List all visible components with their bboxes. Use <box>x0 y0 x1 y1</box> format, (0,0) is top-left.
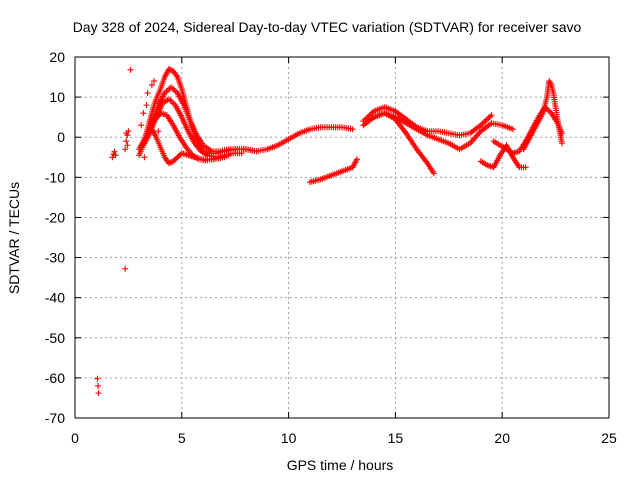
data-point-early-scatter <box>109 154 116 161</box>
data-point-early-scatter <box>112 152 119 159</box>
data-point-isolated-low <box>94 375 101 382</box>
data-point-arc-F <box>353 156 360 163</box>
data-points <box>94 66 566 397</box>
data-point-early-scatter <box>111 148 118 155</box>
data-point-arc-H <box>485 115 492 122</box>
data-point-early-scatter <box>124 142 131 149</box>
data-point-arc-J <box>522 164 529 171</box>
data-point-arc-I <box>469 137 476 144</box>
chart-title: Day 328 of 2024, Sidereal Day-to-day VTE… <box>73 19 582 35</box>
data-point-arc-C <box>238 150 245 157</box>
data-point-early-vertical <box>141 154 148 161</box>
data-point-arc-E <box>174 154 181 161</box>
y-tick-label: -40 <box>45 290 65 306</box>
data-point-early-scatter <box>127 66 134 73</box>
data-point-arc-I <box>475 131 482 138</box>
data-point-arc-A <box>349 126 356 133</box>
y-tick-label: 10 <box>49 89 65 105</box>
data-point-arc-L <box>559 140 566 147</box>
data-point-arc-L <box>547 80 554 87</box>
data-point-early-vertical <box>138 122 145 129</box>
data-point-arc-H <box>482 117 489 124</box>
data-point-isolated-mid <box>122 265 129 272</box>
data-point-early-vertical <box>155 128 162 135</box>
data-point-arc-H <box>488 112 495 119</box>
data-point-isolated-low <box>95 390 102 397</box>
y-tick-label: -50 <box>45 330 65 346</box>
data-point-arc-E <box>173 155 180 162</box>
x-tick-label: 25 <box>601 430 617 446</box>
x-tick-label: 15 <box>388 430 404 446</box>
data-point-arc-E <box>221 154 228 161</box>
data-point-arc-D <box>225 152 232 159</box>
axis-ticks: 0 5 10 15 20 25 -70 -60 -50 -40 -30 -20 -10 0 10 20 <box>45 49 617 446</box>
data-point-arc-G <box>430 170 437 177</box>
data-point-arc-H <box>486 113 493 120</box>
y-axis-label: SDTVAR / TECUs <box>6 182 22 294</box>
data-point-early-vertical <box>144 90 151 97</box>
y-tick-label: -30 <box>45 250 65 266</box>
data-point-arc-H <box>483 116 490 123</box>
x-axis-label: GPS time / hours <box>287 457 394 473</box>
x-tick-label: 5 <box>178 430 186 446</box>
x-tick-label: 20 <box>494 430 510 446</box>
y-tick-label: 0 <box>57 129 65 145</box>
data-point-arc-A <box>167 66 174 73</box>
data-point-early-scatter <box>123 130 130 137</box>
data-point-arc-H <box>480 119 487 126</box>
data-point-isolated-low <box>95 382 102 389</box>
data-point-arc-A <box>165 66 172 73</box>
data-point-arc-I <box>473 132 480 139</box>
data-point-early-vertical <box>151 78 158 85</box>
y-tick-label: -70 <box>45 410 65 426</box>
data-point-early-scatter <box>122 146 129 153</box>
y-tick-label: -20 <box>45 209 65 225</box>
data-point-early-vertical <box>142 134 149 141</box>
y-tick-label: 20 <box>49 49 65 65</box>
data-point-arc-E <box>171 156 178 163</box>
data-point-arc-E <box>167 159 174 166</box>
data-point-early-vertical <box>146 118 153 125</box>
data-point-arc-E <box>165 160 172 167</box>
data-point-arc-E <box>170 158 177 165</box>
y-tick-label: -10 <box>45 169 65 185</box>
plot-area <box>74 56 610 419</box>
data-point-arc-I <box>476 129 483 136</box>
data-point-early-vertical <box>148 82 155 89</box>
y-tick-label: -60 <box>45 370 65 386</box>
data-point-early-vertical <box>143 102 150 109</box>
data-point-early-scatter <box>123 138 130 145</box>
x-tick-label: 0 <box>71 430 79 446</box>
data-point-early-vertical <box>153 98 160 105</box>
data-point-arc-L <box>546 78 553 85</box>
data-point-early-vertical <box>140 110 147 117</box>
data-point-arc-I <box>472 134 479 141</box>
data-point-arc-L <box>546 79 553 86</box>
data-point-arc-I <box>471 135 478 142</box>
data-point-arc-E <box>175 152 182 159</box>
data-point-arc-I <box>509 126 516 133</box>
data-point-arc-B <box>253 148 260 155</box>
x-tick-label: 10 <box>281 430 297 446</box>
